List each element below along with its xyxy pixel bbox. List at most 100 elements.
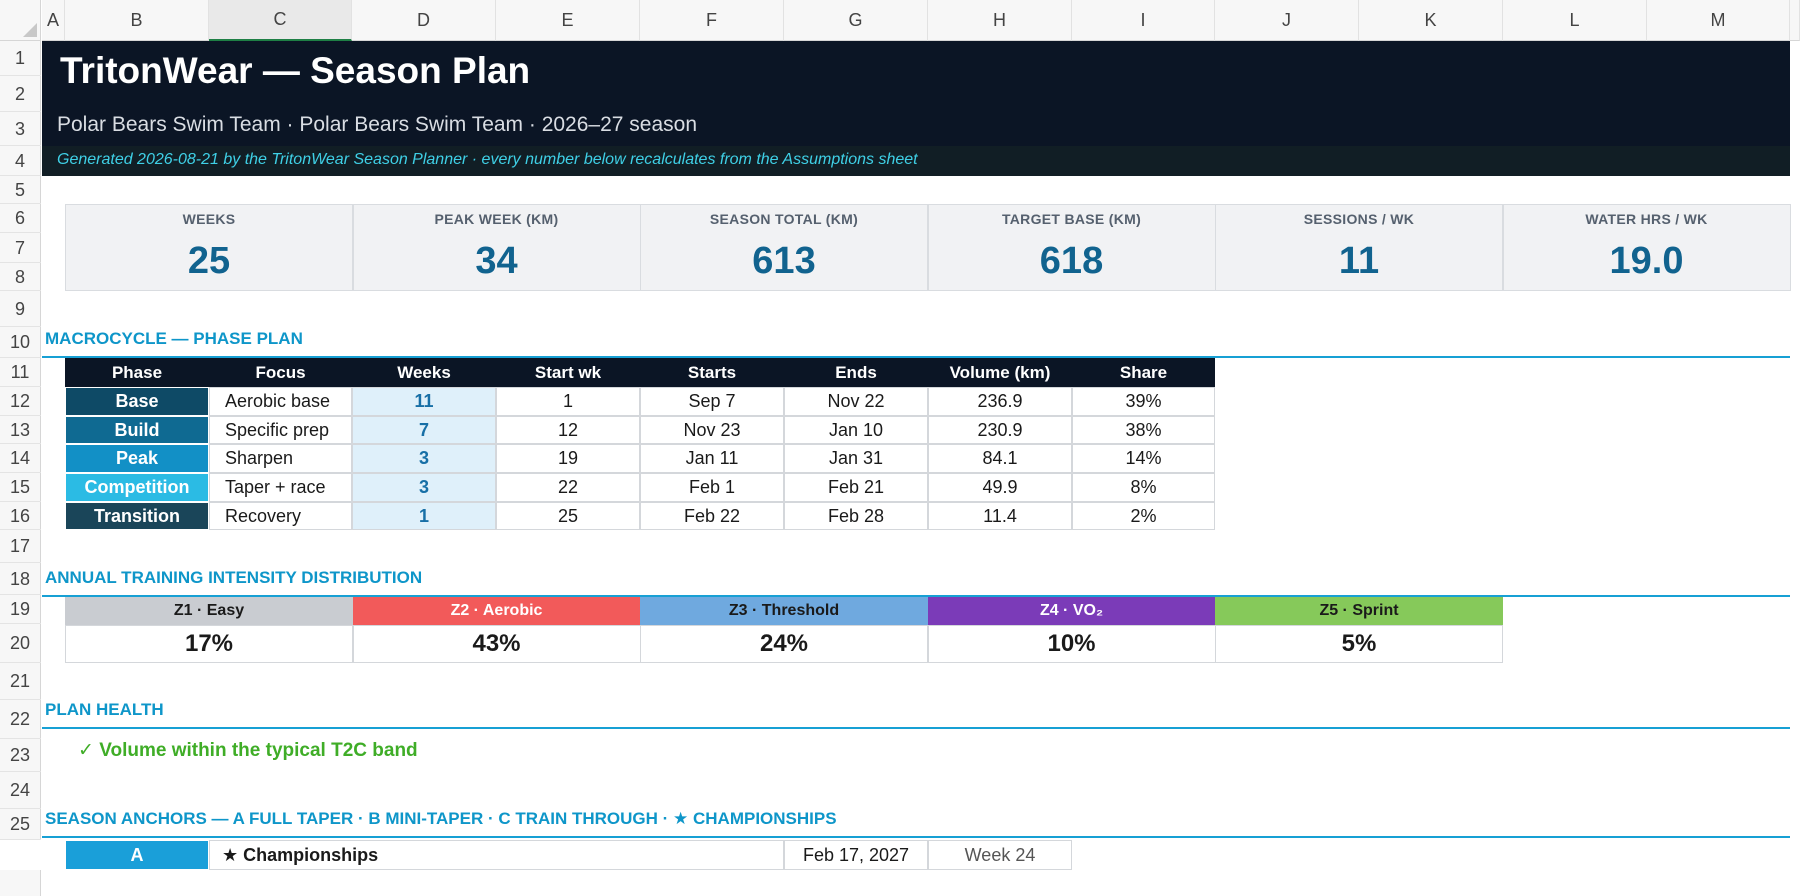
- phase-start-wk-cell[interactable]: 22: [496, 473, 640, 502]
- phase-weeks-cell[interactable]: 3: [352, 473, 496, 502]
- column-header-j[interactable]: J: [1215, 0, 1359, 41]
- phase-ends-cell[interactable]: Feb 21: [784, 473, 928, 502]
- phase-volume-cell[interactable]: 11.4: [928, 502, 1072, 530]
- select-all-corner[interactable]: [0, 0, 41, 41]
- kpi-value[interactable]: 613: [640, 233, 928, 291]
- phase-focus-cell[interactable]: Specific prep: [209, 416, 352, 444]
- column-header-d[interactable]: D: [352, 0, 496, 41]
- phase-phase-cell[interactable]: Build: [65, 416, 209, 444]
- kpi-value[interactable]: 19.0: [1502, 233, 1791, 291]
- phase-focus-cell[interactable]: Taper + race: [209, 473, 352, 502]
- phase-start-wk-cell[interactable]: 12: [496, 416, 640, 444]
- row-header-17[interactable]: 17: [0, 530, 41, 563]
- phase-ends-cell[interactable]: Jan 31: [784, 444, 928, 473]
- phase-volume-cell[interactable]: 236.9: [928, 387, 1072, 416]
- column-header-f[interactable]: F: [640, 0, 784, 41]
- column-header-h[interactable]: H: [928, 0, 1072, 41]
- zone-value[interactable]: 10%: [927, 625, 1216, 663]
- column-header-m[interactable]: M: [1647, 0, 1790, 41]
- phase-ends-cell[interactable]: Feb 28: [784, 502, 928, 530]
- phase-share-cell[interactable]: 2%: [1072, 502, 1215, 530]
- phase-weeks-cell[interactable]: 7: [352, 416, 496, 444]
- anchor-week-cell[interactable]: Week 24: [928, 840, 1072, 870]
- phase-share-cell[interactable]: 8%: [1072, 473, 1215, 502]
- phase-share-cell[interactable]: 39%: [1072, 387, 1215, 416]
- phase-ends-cell[interactable]: Nov 22: [784, 387, 928, 416]
- row-header-8[interactable]: 8: [0, 263, 41, 291]
- row-header-divider: [0, 386, 41, 387]
- anchor-date-cell[interactable]: Feb 17, 2027: [784, 840, 928, 870]
- row-header-22[interactable]: 22: [0, 700, 41, 739]
- phase-ends-cell[interactable]: Jan 10: [784, 416, 928, 444]
- row-header-3[interactable]: 3: [0, 112, 41, 146]
- column-header-i[interactable]: I: [1072, 0, 1215, 41]
- column-header-b[interactable]: B: [65, 0, 209, 41]
- row-header-18[interactable]: 18: [0, 563, 41, 595]
- phase-weeks-cell[interactable]: 11: [352, 387, 496, 416]
- row-header-10[interactable]: 10: [0, 327, 41, 358]
- page-title: TritonWear — Season Plan: [60, 50, 531, 91]
- phase-start-wk-cell[interactable]: 1: [496, 387, 640, 416]
- phase-share-cell[interactable]: 38%: [1072, 416, 1215, 444]
- phase-starts-cell[interactable]: Feb 22: [640, 502, 784, 530]
- row-header-divider: [0, 771, 41, 772]
- phase-starts-cell[interactable]: Sep 7: [640, 387, 784, 416]
- row-header-5[interactable]: 5: [0, 176, 41, 204]
- phase-share-cell[interactable]: 14%: [1072, 444, 1215, 473]
- phase-volume-cell[interactable]: 49.9: [928, 473, 1072, 502]
- row-header-7[interactable]: 7: [0, 233, 41, 263]
- health-status[interactable]: ✓ Volume within the typical T2C band: [78, 740, 418, 761]
- phase-volume-cell[interactable]: 84.1: [928, 444, 1072, 473]
- row-header-9[interactable]: 9: [0, 291, 41, 327]
- row-header-6[interactable]: 6: [0, 204, 41, 233]
- phase-phase-cell[interactable]: Transition: [65, 502, 209, 530]
- phase-weeks-cell[interactable]: 1: [352, 502, 496, 530]
- row-header-24[interactable]: 24: [0, 772, 41, 809]
- kpi-value[interactable]: 34: [352, 233, 641, 291]
- phase-starts-cell[interactable]: Nov 23: [640, 416, 784, 444]
- row-header-13[interactable]: 13: [0, 416, 41, 444]
- row-header-15[interactable]: 15: [0, 473, 41, 502]
- row-header-23[interactable]: 23: [0, 739, 41, 772]
- phase-weeks-cell[interactable]: 3: [352, 444, 496, 473]
- generated-note-row: Generated 2026-08-21 by the TritonWear S…: [42, 146, 1790, 176]
- column-header-a[interactable]: A: [42, 0, 65, 41]
- phase-start-wk-cell[interactable]: 25: [496, 502, 640, 530]
- phase-phase-cell[interactable]: Competition: [65, 473, 209, 502]
- phase-starts-cell[interactable]: Jan 11: [640, 444, 784, 473]
- anchor-name-cell[interactable]: ★ Championships: [209, 840, 784, 870]
- anchor-tier-badge[interactable]: A: [65, 840, 209, 870]
- column-header-c[interactable]: C: [209, 0, 352, 41]
- kpi-value[interactable]: 25: [65, 233, 353, 291]
- phase-phase-cell[interactable]: Peak: [65, 444, 209, 473]
- row-header-2[interactable]: 2: [0, 76, 41, 112]
- row-header-14[interactable]: 14: [0, 444, 41, 473]
- column-header-e[interactable]: E: [496, 0, 640, 41]
- phase-focus-cell[interactable]: Recovery: [209, 502, 352, 530]
- row-header-divider: [0, 501, 41, 502]
- row-header-19[interactable]: 19: [0, 595, 41, 624]
- phase-phase-cell[interactable]: Base: [65, 387, 209, 416]
- row-header-16[interactable]: 16: [0, 502, 41, 530]
- zone-value[interactable]: 5%: [1215, 625, 1503, 663]
- phase-focus-cell[interactable]: Sharpen: [209, 444, 352, 473]
- column-header-k[interactable]: K: [1359, 0, 1503, 41]
- kpi-value[interactable]: 618: [927, 233, 1216, 291]
- zone-value[interactable]: 17%: [65, 625, 353, 663]
- row-header-12[interactable]: 12: [0, 387, 41, 416]
- kpi-value[interactable]: 11: [1215, 233, 1503, 291]
- row-header-4[interactable]: 4: [0, 146, 41, 176]
- phase-focus-cell[interactable]: Aerobic base: [209, 387, 352, 416]
- phase-start-wk-cell[interactable]: 19: [496, 444, 640, 473]
- row-header-20[interactable]: 20: [0, 624, 41, 663]
- zone-value[interactable]: 43%: [352, 625, 641, 663]
- column-header-g[interactable]: G: [784, 0, 928, 41]
- row-header-21[interactable]: 21: [0, 663, 41, 700]
- zone-value[interactable]: 24%: [640, 625, 928, 663]
- row-header-1[interactable]: 1: [0, 41, 41, 76]
- phase-starts-cell[interactable]: Feb 1: [640, 473, 784, 502]
- row-header-25[interactable]: 25: [0, 809, 41, 840]
- row-header-11[interactable]: 11: [0, 358, 41, 387]
- phase-volume-cell[interactable]: 230.9: [928, 416, 1072, 444]
- column-header-l[interactable]: L: [1503, 0, 1647, 41]
